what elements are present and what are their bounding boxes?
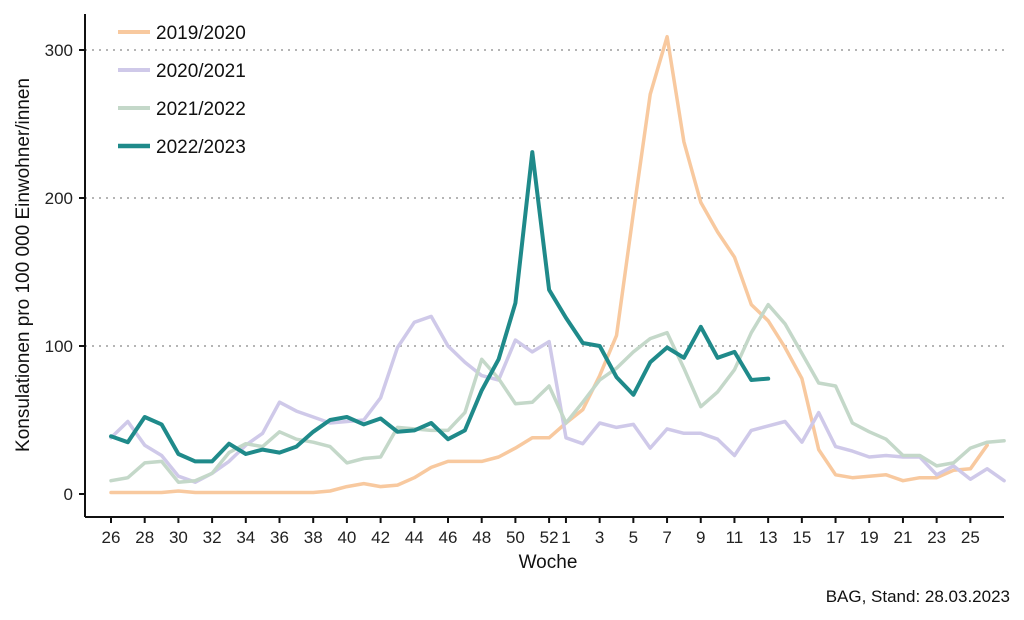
x-tick-label-44: 44	[405, 528, 424, 547]
y-tick-label-0: 0	[64, 485, 73, 504]
x-tick-label-38: 38	[304, 528, 323, 547]
x-tick-label-9: 9	[696, 528, 705, 547]
x-tick-label-50: 50	[506, 528, 525, 547]
x-tick-label-11: 11	[726, 528, 744, 547]
x-tick-label-36: 36	[270, 528, 289, 547]
y-tick-label-300: 300	[45, 41, 73, 60]
series-lines	[109, 34, 1006, 495]
y-axis-title: Konsulationen pro 100 000 Einwohner/inne…	[13, 78, 34, 452]
x-tick-label-28: 28	[135, 528, 154, 547]
x-tick-label-30: 30	[169, 528, 188, 547]
x-tick-label-15: 15	[792, 528, 811, 547]
x-tick-label-17: 17	[826, 528, 845, 547]
series-line-2019-2020	[109, 34, 989, 495]
x-axis-title: Woche	[519, 552, 578, 573]
x-tick-label-7: 7	[662, 528, 671, 547]
legend: 2019/2020 2020/2021 2021/2022 2022/2023	[118, 23, 246, 158]
legend-label-2020-2021: 2020/2021	[156, 61, 246, 82]
y-ticks: 0 100 200 300	[45, 41, 85, 504]
y-tick-label-200: 200	[45, 189, 73, 208]
x-tick-label-5: 5	[629, 528, 638, 547]
x-tick-label-19: 19	[860, 528, 879, 547]
x-tick-label-52: 52	[540, 528, 559, 547]
series-line-2022-2023	[109, 150, 771, 464]
gridlines	[85, 49, 1004, 347]
x-tick-label-26: 26	[102, 528, 121, 547]
x-tick-label-1: 1	[561, 528, 570, 547]
x-ticks: 26 28 30 32 34 36 38 40 42 44 46 48 50 52 1 3 5 7 9 11 13 15 1…	[102, 517, 980, 547]
series-line-2021-2022	[109, 302, 1006, 484]
x-tick-label-25: 25	[961, 528, 980, 547]
y-tick-label-100: 100	[45, 337, 73, 356]
x-tick-label-21: 21	[893, 528, 912, 547]
x-tick-label-40: 40	[337, 528, 356, 547]
axes	[84, 14, 1004, 518]
x-tick-label-48: 48	[472, 528, 491, 547]
legend-label-2022-2023: 2022/2023	[156, 137, 246, 158]
x-tick-label-3: 3	[595, 528, 604, 547]
x-tick-label-13: 13	[759, 528, 778, 547]
x-tick-label-32: 32	[203, 528, 222, 547]
series-line-2020-2021	[109, 314, 1006, 484]
x-tick-label-23: 23	[927, 528, 946, 547]
legend-label-2019-2020: 2019/2020	[156, 23, 246, 44]
x-tick-label-46: 46	[439, 528, 458, 547]
x-tick-label-34: 34	[236, 528, 255, 547]
legend-label-2021-2022: 2021/2022	[156, 99, 246, 120]
source-note: BAG, Stand: 28.03.2023	[826, 587, 1010, 606]
x-tick-label-42: 42	[371, 528, 390, 547]
